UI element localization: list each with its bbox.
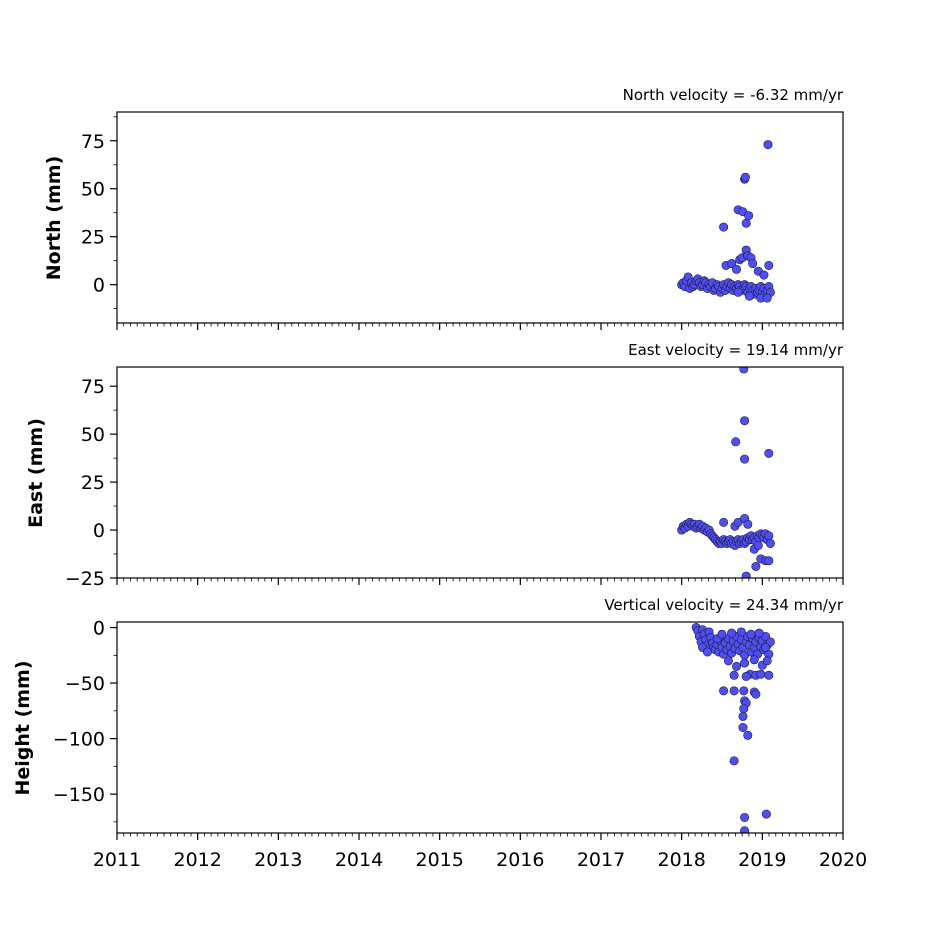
data-point — [764, 448, 774, 458]
data-point — [743, 519, 753, 529]
north-velocity-title: North velocity = -6.32 mm/yr — [623, 86, 844, 104]
data-point — [727, 628, 737, 638]
data-point — [719, 222, 729, 232]
data-point — [746, 629, 756, 639]
y-tick-label: 50 — [81, 424, 105, 446]
data-point — [733, 287, 743, 297]
data-point — [736, 627, 746, 637]
data-point — [727, 259, 737, 269]
y-tick-label: −150 — [53, 784, 105, 806]
data-point — [748, 259, 758, 269]
data-point — [759, 270, 769, 280]
data-point — [764, 260, 774, 270]
y-tick-label: −100 — [53, 729, 105, 751]
data-point — [739, 704, 749, 714]
y-tick-label: 75 — [81, 131, 105, 153]
x-tick-label: 2014 — [335, 849, 383, 871]
y-tick-label: 25 — [81, 472, 105, 494]
data-point — [762, 293, 772, 303]
x-tick-label: 2015 — [415, 849, 463, 871]
y-tick-label: 25 — [81, 227, 105, 249]
data-point — [764, 531, 774, 541]
data-point — [729, 686, 739, 696]
data-point — [723, 656, 733, 666]
data-points — [677, 367, 775, 578]
data-point — [744, 211, 754, 221]
data-point — [740, 826, 750, 833]
east-panel: East velocity = 19.14 mm/yr East (mm) 75… — [25, 341, 844, 590]
data-point — [762, 656, 772, 666]
x-tick-label: 2020 — [819, 849, 867, 871]
x-tick-label: 2016 — [496, 849, 544, 871]
data-point — [740, 416, 750, 426]
data-points — [677, 140, 775, 303]
data-point — [754, 628, 764, 638]
x-tick-label: 2019 — [738, 849, 786, 871]
y-tick-label: 0 — [93, 520, 105, 542]
east-ylabel: East (mm) — [25, 418, 47, 528]
data-point — [739, 686, 749, 696]
x-tick-label: 2011 — [93, 849, 141, 871]
data-point — [761, 643, 771, 653]
data-point — [740, 172, 750, 182]
east-velocity-title: East velocity = 19.14 mm/yr — [628, 341, 844, 359]
data-point — [764, 670, 774, 680]
data-point — [764, 556, 774, 566]
data-points — [691, 623, 775, 833]
vertical-velocity-title: Vertical velocity = 24.34 mm/yr — [604, 596, 844, 614]
data-point — [719, 517, 729, 527]
data-point — [732, 661, 742, 671]
data-point — [751, 561, 761, 571]
data-point — [749, 655, 759, 665]
data-point — [729, 670, 739, 680]
data-point — [756, 669, 766, 679]
y-tick-label: −50 — [65, 673, 105, 695]
data-point — [740, 658, 750, 668]
y-tick-label: 0 — [93, 618, 105, 640]
data-point — [751, 689, 761, 699]
x-tick-label: 2013 — [254, 849, 302, 871]
height-ylabel: Height (mm) — [12, 660, 34, 795]
data-point — [729, 756, 739, 766]
north-ylabel: North (mm) — [43, 156, 65, 281]
data-point — [740, 812, 750, 822]
x-tick-label: 2017 — [577, 849, 625, 871]
y-tick-label: −25 — [65, 568, 105, 590]
data-point — [753, 540, 763, 550]
data-point — [738, 711, 748, 721]
north-panel: North velocity = -6.32 mm/yr North (mm) … — [43, 86, 844, 330]
data-point — [741, 218, 751, 228]
data-point — [743, 730, 753, 740]
data-point — [717, 629, 727, 639]
x-tick-label: 2018 — [657, 849, 705, 871]
x-tick-label: 2012 — [173, 849, 221, 871]
data-point — [741, 571, 751, 578]
y-tick-label: 75 — [81, 376, 105, 398]
data-point — [761, 809, 771, 819]
y-tick-label: 50 — [81, 179, 105, 201]
data-point — [741, 671, 751, 681]
y-tick-label: 0 — [93, 275, 105, 297]
data-point — [738, 722, 748, 732]
data-point — [763, 140, 773, 150]
data-point — [765, 538, 775, 548]
data-point — [739, 367, 749, 374]
data-point — [731, 437, 741, 447]
data-point — [744, 291, 754, 301]
data-point — [702, 647, 712, 657]
data-point — [732, 264, 742, 274]
data-point — [719, 686, 729, 696]
height-panel: Vertical velocity = 24.34 mm/yr Height (… — [12, 596, 867, 871]
data-point — [740, 454, 750, 464]
